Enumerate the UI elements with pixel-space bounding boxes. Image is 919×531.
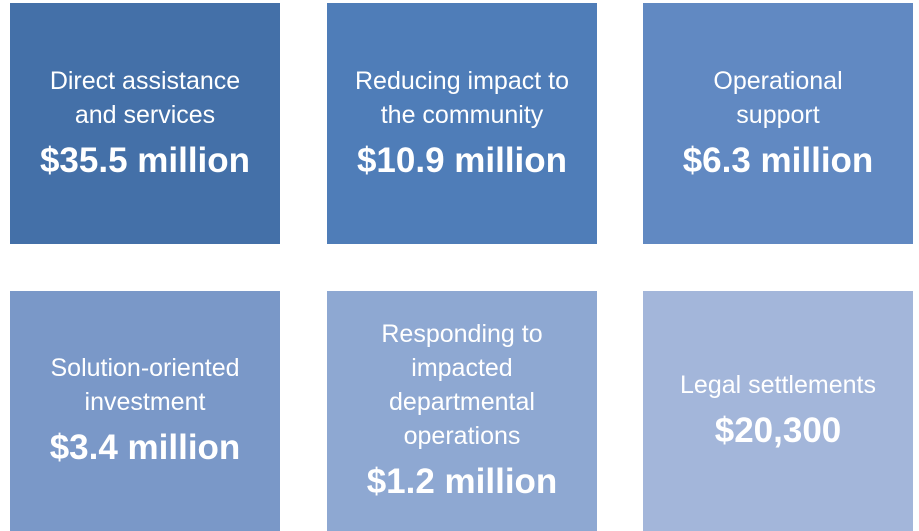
- tile: Solution-oriented investment $3.4 million: [10, 291, 280, 531]
- tile-amount: $20,300: [714, 411, 842, 450]
- tile-label: Legal settlements: [680, 371, 876, 399]
- tile-label: Reducing impact to: [354, 66, 569, 95]
- tile: Reducing impact to the community $10.9 mil…: [327, 3, 597, 244]
- tile-amount: $6.3 million: [682, 140, 874, 180]
- tile-amount: $1.2 million: [366, 462, 558, 501]
- tile-label: departmental: [389, 388, 535, 416]
- tile: Legal settlements $20,300: [643, 291, 913, 531]
- tile-label: investment: [84, 388, 206, 416]
- tile-label: and services: [74, 100, 216, 129]
- tile-label: support: [736, 100, 820, 129]
- tile-amount: $35.5 million: [39, 140, 251, 180]
- tile: Operational support $6.3 million: [643, 3, 913, 244]
- tile: Direct assistance and services $35.5 milli…: [10, 3, 280, 244]
- tile-label: Direct assistance: [49, 66, 241, 95]
- tile-label: operations: [403, 422, 521, 450]
- tile-label: Operational: [713, 66, 843, 95]
- tile-label: the community: [380, 100, 544, 129]
- tile-amount: $10.9 million: [356, 140, 568, 180]
- tile-amount: $3.4 million: [49, 428, 241, 467]
- tile-label: Solution-oriented: [50, 354, 240, 382]
- tile: Responding to impacted departmental operati…: [327, 291, 597, 531]
- tile-label: Responding to: [381, 320, 543, 348]
- tile-label: impacted: [411, 354, 513, 382]
